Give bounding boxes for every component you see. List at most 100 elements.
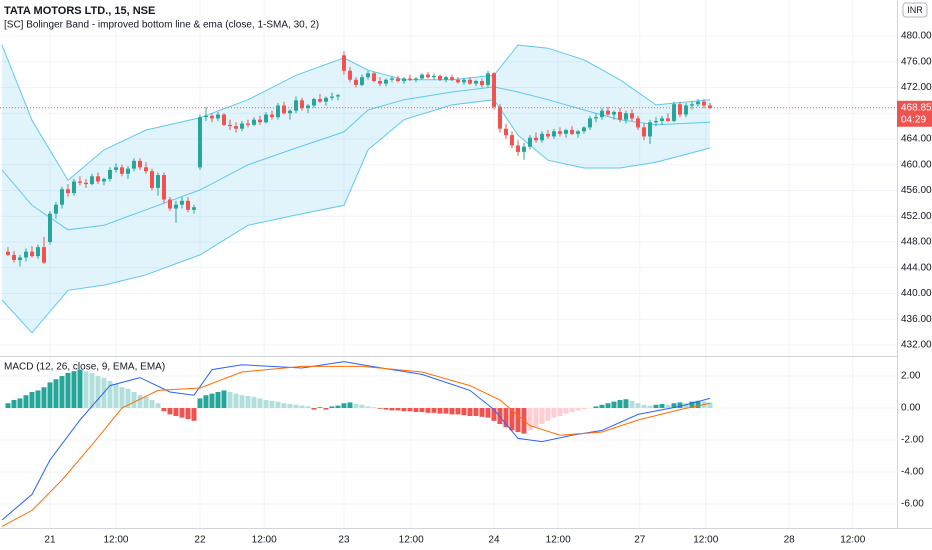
histogram-bar bbox=[551, 408, 557, 418]
last-price-badge bbox=[897, 100, 932, 127]
y-tick-label: 464.00 bbox=[901, 134, 932, 145]
y-tick-label: 460.00 bbox=[901, 159, 932, 170]
candle-body bbox=[449, 77, 454, 80]
candle-body bbox=[569, 129, 574, 134]
candle-body bbox=[113, 167, 118, 170]
histogram-bar bbox=[605, 403, 611, 409]
candle-body bbox=[347, 70, 352, 80]
candle-body bbox=[383, 79, 388, 84]
time-axis-bg bbox=[0, 528, 932, 550]
histogram-bar bbox=[191, 408, 197, 421]
y-tick-label: 448.00 bbox=[901, 237, 932, 248]
histogram-bar bbox=[611, 401, 617, 409]
candle-body bbox=[377, 81, 382, 84]
x-tick-label: 12:00 bbox=[693, 535, 718, 546]
histogram-bar bbox=[263, 400, 269, 409]
x-tick-label: 12:00 bbox=[103, 535, 128, 546]
candle-body bbox=[701, 101, 706, 106]
last-price-label: 468.85 bbox=[901, 102, 932, 113]
candle-body bbox=[137, 160, 142, 168]
histogram-bar bbox=[53, 379, 59, 409]
histogram-bar bbox=[641, 404, 647, 409]
histogram-bar bbox=[569, 408, 575, 413]
y-tick-label: 456.00 bbox=[901, 185, 932, 196]
x-tick-label: 22 bbox=[194, 535, 206, 546]
band-lower bbox=[1, 99, 711, 334]
histogram-bar bbox=[509, 408, 515, 431]
histogram-bar bbox=[107, 380, 113, 409]
candle-body bbox=[47, 213, 52, 243]
histogram-bar bbox=[689, 401, 695, 409]
histogram-bar bbox=[257, 398, 263, 409]
candle-body bbox=[161, 175, 166, 200]
histogram-bar bbox=[407, 408, 413, 412]
candle-body bbox=[11, 254, 16, 261]
histogram-bar bbox=[335, 405, 341, 409]
histogram-bar bbox=[659, 404, 665, 409]
candle-body bbox=[575, 131, 580, 134]
currency-badge[interactable] bbox=[902, 2, 928, 18]
histogram-bar bbox=[665, 404, 671, 409]
histogram-bar bbox=[119, 387, 125, 409]
candle-body bbox=[419, 74, 424, 79]
price-axis-bg bbox=[897, 0, 932, 550]
candle-body bbox=[605, 110, 610, 115]
y-tick-label: 480.00 bbox=[901, 31, 932, 42]
candle-body bbox=[599, 110, 604, 118]
histogram-bar bbox=[311, 408, 317, 410]
candle-body bbox=[659, 118, 664, 121]
candle-body bbox=[275, 105, 280, 118]
candle-body bbox=[17, 257, 22, 261]
candle-body bbox=[323, 97, 328, 102]
candle-body bbox=[557, 131, 562, 134]
histogram-bar bbox=[131, 392, 137, 409]
candle-body bbox=[359, 77, 364, 85]
candle-body bbox=[485, 73, 490, 85]
candle-body bbox=[629, 113, 634, 119]
y-tick-label: -2.00 bbox=[901, 435, 924, 446]
candle-body bbox=[401, 78, 406, 82]
candle-body bbox=[551, 131, 556, 137]
histogram-bar bbox=[11, 400, 17, 409]
candle-body bbox=[191, 207, 196, 210]
histogram-bar bbox=[323, 408, 329, 410]
candle-body bbox=[521, 146, 526, 152]
band-fill bbox=[2, 45, 710, 333]
x-tick-label: 28 bbox=[784, 535, 796, 546]
histogram-bar bbox=[395, 408, 401, 411]
histogram-bar bbox=[533, 408, 539, 428]
histogram-bar bbox=[233, 393, 239, 409]
histogram-bar bbox=[329, 406, 335, 409]
candle-body bbox=[65, 189, 70, 194]
y-tick-label: 2.00 bbox=[901, 371, 921, 382]
histogram-bar bbox=[317, 407, 323, 409]
candle-body bbox=[509, 135, 514, 146]
candle-body bbox=[197, 117, 202, 168]
histogram-bar bbox=[281, 403, 287, 409]
histogram-bar bbox=[209, 393, 215, 409]
histogram-bar bbox=[179, 408, 185, 418]
candle-body bbox=[257, 119, 262, 123]
candle-body bbox=[623, 113, 628, 120]
candle-body bbox=[233, 126, 238, 129]
histogram-bar bbox=[293, 404, 299, 409]
y-tick-label: -4.00 bbox=[901, 467, 924, 478]
histogram-bar bbox=[83, 371, 89, 409]
candle-body bbox=[683, 105, 688, 115]
histogram-bar bbox=[389, 408, 395, 411]
histogram-bar bbox=[287, 404, 293, 409]
candle-body bbox=[341, 55, 346, 71]
indicator-label: [SC] Bolinger Band - improved bottom lin… bbox=[4, 20, 319, 31]
histogram-bar bbox=[431, 408, 437, 413]
histogram-bar bbox=[35, 390, 41, 409]
candle-body bbox=[203, 115, 208, 118]
candle-body bbox=[563, 129, 568, 134]
candle-body bbox=[221, 114, 226, 125]
histogram-bar bbox=[89, 372, 95, 409]
histogram-bar bbox=[635, 403, 641, 409]
histogram-bar bbox=[473, 408, 479, 417]
candle-body bbox=[107, 169, 112, 179]
candle-body bbox=[431, 75, 436, 78]
histogram-bar bbox=[47, 382, 53, 409]
